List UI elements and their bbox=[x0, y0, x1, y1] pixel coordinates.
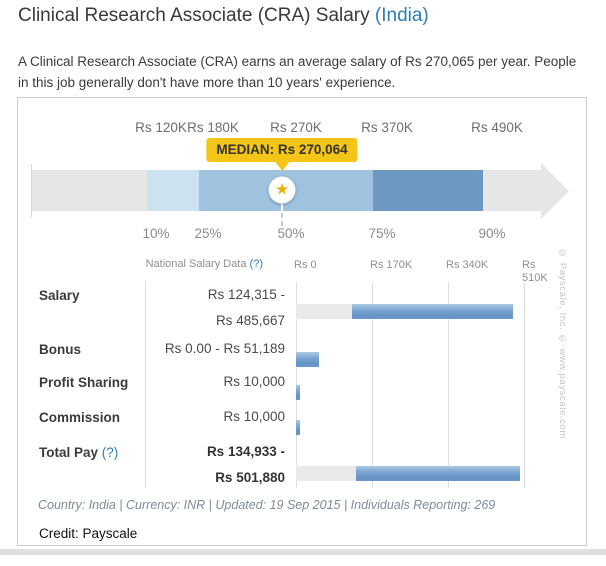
median-tooltip: MEDIAN: Rs 270,064 bbox=[206, 138, 358, 171]
salary-bar-track bbox=[296, 304, 352, 319]
axis-tick-label: Rs 0 bbox=[294, 259, 317, 271]
bonus-value: Rs 0.00 - Rs 51,189 bbox=[164, 341, 285, 356]
percentile-salary-label: Rs 270K bbox=[270, 120, 322, 135]
profit-sharing-value: Rs 10,000 bbox=[223, 374, 285, 389]
table-header: National Salary Data (?) bbox=[145, 258, 263, 270]
axis-gridline bbox=[448, 282, 449, 488]
arrow-head-icon bbox=[541, 163, 569, 219]
percentile-segment-0 bbox=[32, 170, 147, 211]
watermark: © Payscale, Inc. © www.payscale.com bbox=[557, 248, 568, 439]
label-column-separator bbox=[145, 281, 146, 488]
percentile-segment-1 bbox=[147, 170, 199, 211]
axis-gridline bbox=[524, 282, 525, 488]
percentile-pct-label: 25% bbox=[194, 226, 222, 241]
median-dash-line bbox=[281, 202, 283, 212]
salary-bar bbox=[351, 304, 514, 319]
commission-value: Rs 10,000 bbox=[223, 409, 285, 424]
axis-tick-label: Rs 170K bbox=[370, 259, 413, 271]
total-pay-row-label: Total Pay (?) bbox=[39, 445, 119, 460]
percentile-segment-3 bbox=[373, 170, 483, 211]
bottom-strip bbox=[0, 549, 606, 555]
total-pay-bar bbox=[356, 466, 521, 481]
percentile-salary-label: Rs 180K bbox=[187, 120, 239, 135]
median-dash-line bbox=[281, 213, 283, 226]
page-title-text: Clinical Research Associate (CRA) Salary bbox=[18, 5, 370, 26]
percentile-pct-label: 50% bbox=[277, 226, 305, 241]
salary-row-label: Salary bbox=[39, 288, 80, 303]
percentile-salary-label: Rs 370K bbox=[361, 120, 413, 135]
axis-gridline bbox=[372, 282, 373, 488]
credit: Credit: Payscale bbox=[39, 526, 138, 541]
national-salary-data-help-icon[interactable]: (?) bbox=[249, 258, 263, 270]
total-pay-bar-track bbox=[296, 466, 357, 481]
description: A Clinical Research Associate (CRA) earn… bbox=[18, 54, 577, 90]
footnote: Country: India | Currency: INR | Updated… bbox=[38, 498, 496, 512]
percentile-pct-label: 90% bbox=[478, 226, 506, 241]
axis-tick-label: Rs 340K bbox=[446, 259, 489, 271]
percentile-segment-4 bbox=[483, 170, 541, 211]
axis-tick-label: Rs 510K bbox=[522, 259, 548, 284]
total-pay-value: Rs 134,933 - Rs 501,880 bbox=[206, 444, 285, 485]
profit-sharing-bar bbox=[296, 385, 301, 400]
range-start-tick bbox=[31, 164, 32, 217]
percentile-pct-label: 75% bbox=[368, 226, 396, 241]
percentile-salary-label: Rs 120K bbox=[135, 120, 187, 135]
commission-row-label: Commission bbox=[39, 410, 121, 425]
commission-bar bbox=[296, 420, 301, 435]
total-pay-help-icon[interactable]: (?) bbox=[101, 445, 119, 460]
percentile-salary-label: Rs 490K bbox=[471, 120, 523, 135]
salary-value: Rs 124,315 - Rs 485,667 bbox=[207, 287, 285, 328]
title-region-link[interactable]: (India) bbox=[374, 5, 429, 26]
median-star-marker[interactable]: ★ bbox=[268, 176, 296, 204]
bonus-row-label: Bonus bbox=[39, 342, 81, 357]
bonus-bar bbox=[296, 352, 319, 367]
salary-panel: Rs 120K Rs 180K Rs 270K Rs 370K Rs 490K 10% 25… bbox=[17, 97, 587, 546]
percentile-pct-label: 10% bbox=[142, 226, 170, 241]
profit-sharing-row-label: Profit Sharing bbox=[39, 375, 129, 390]
page-title: Clinical Research Associate (CRA) Salary… bbox=[18, 5, 429, 27]
